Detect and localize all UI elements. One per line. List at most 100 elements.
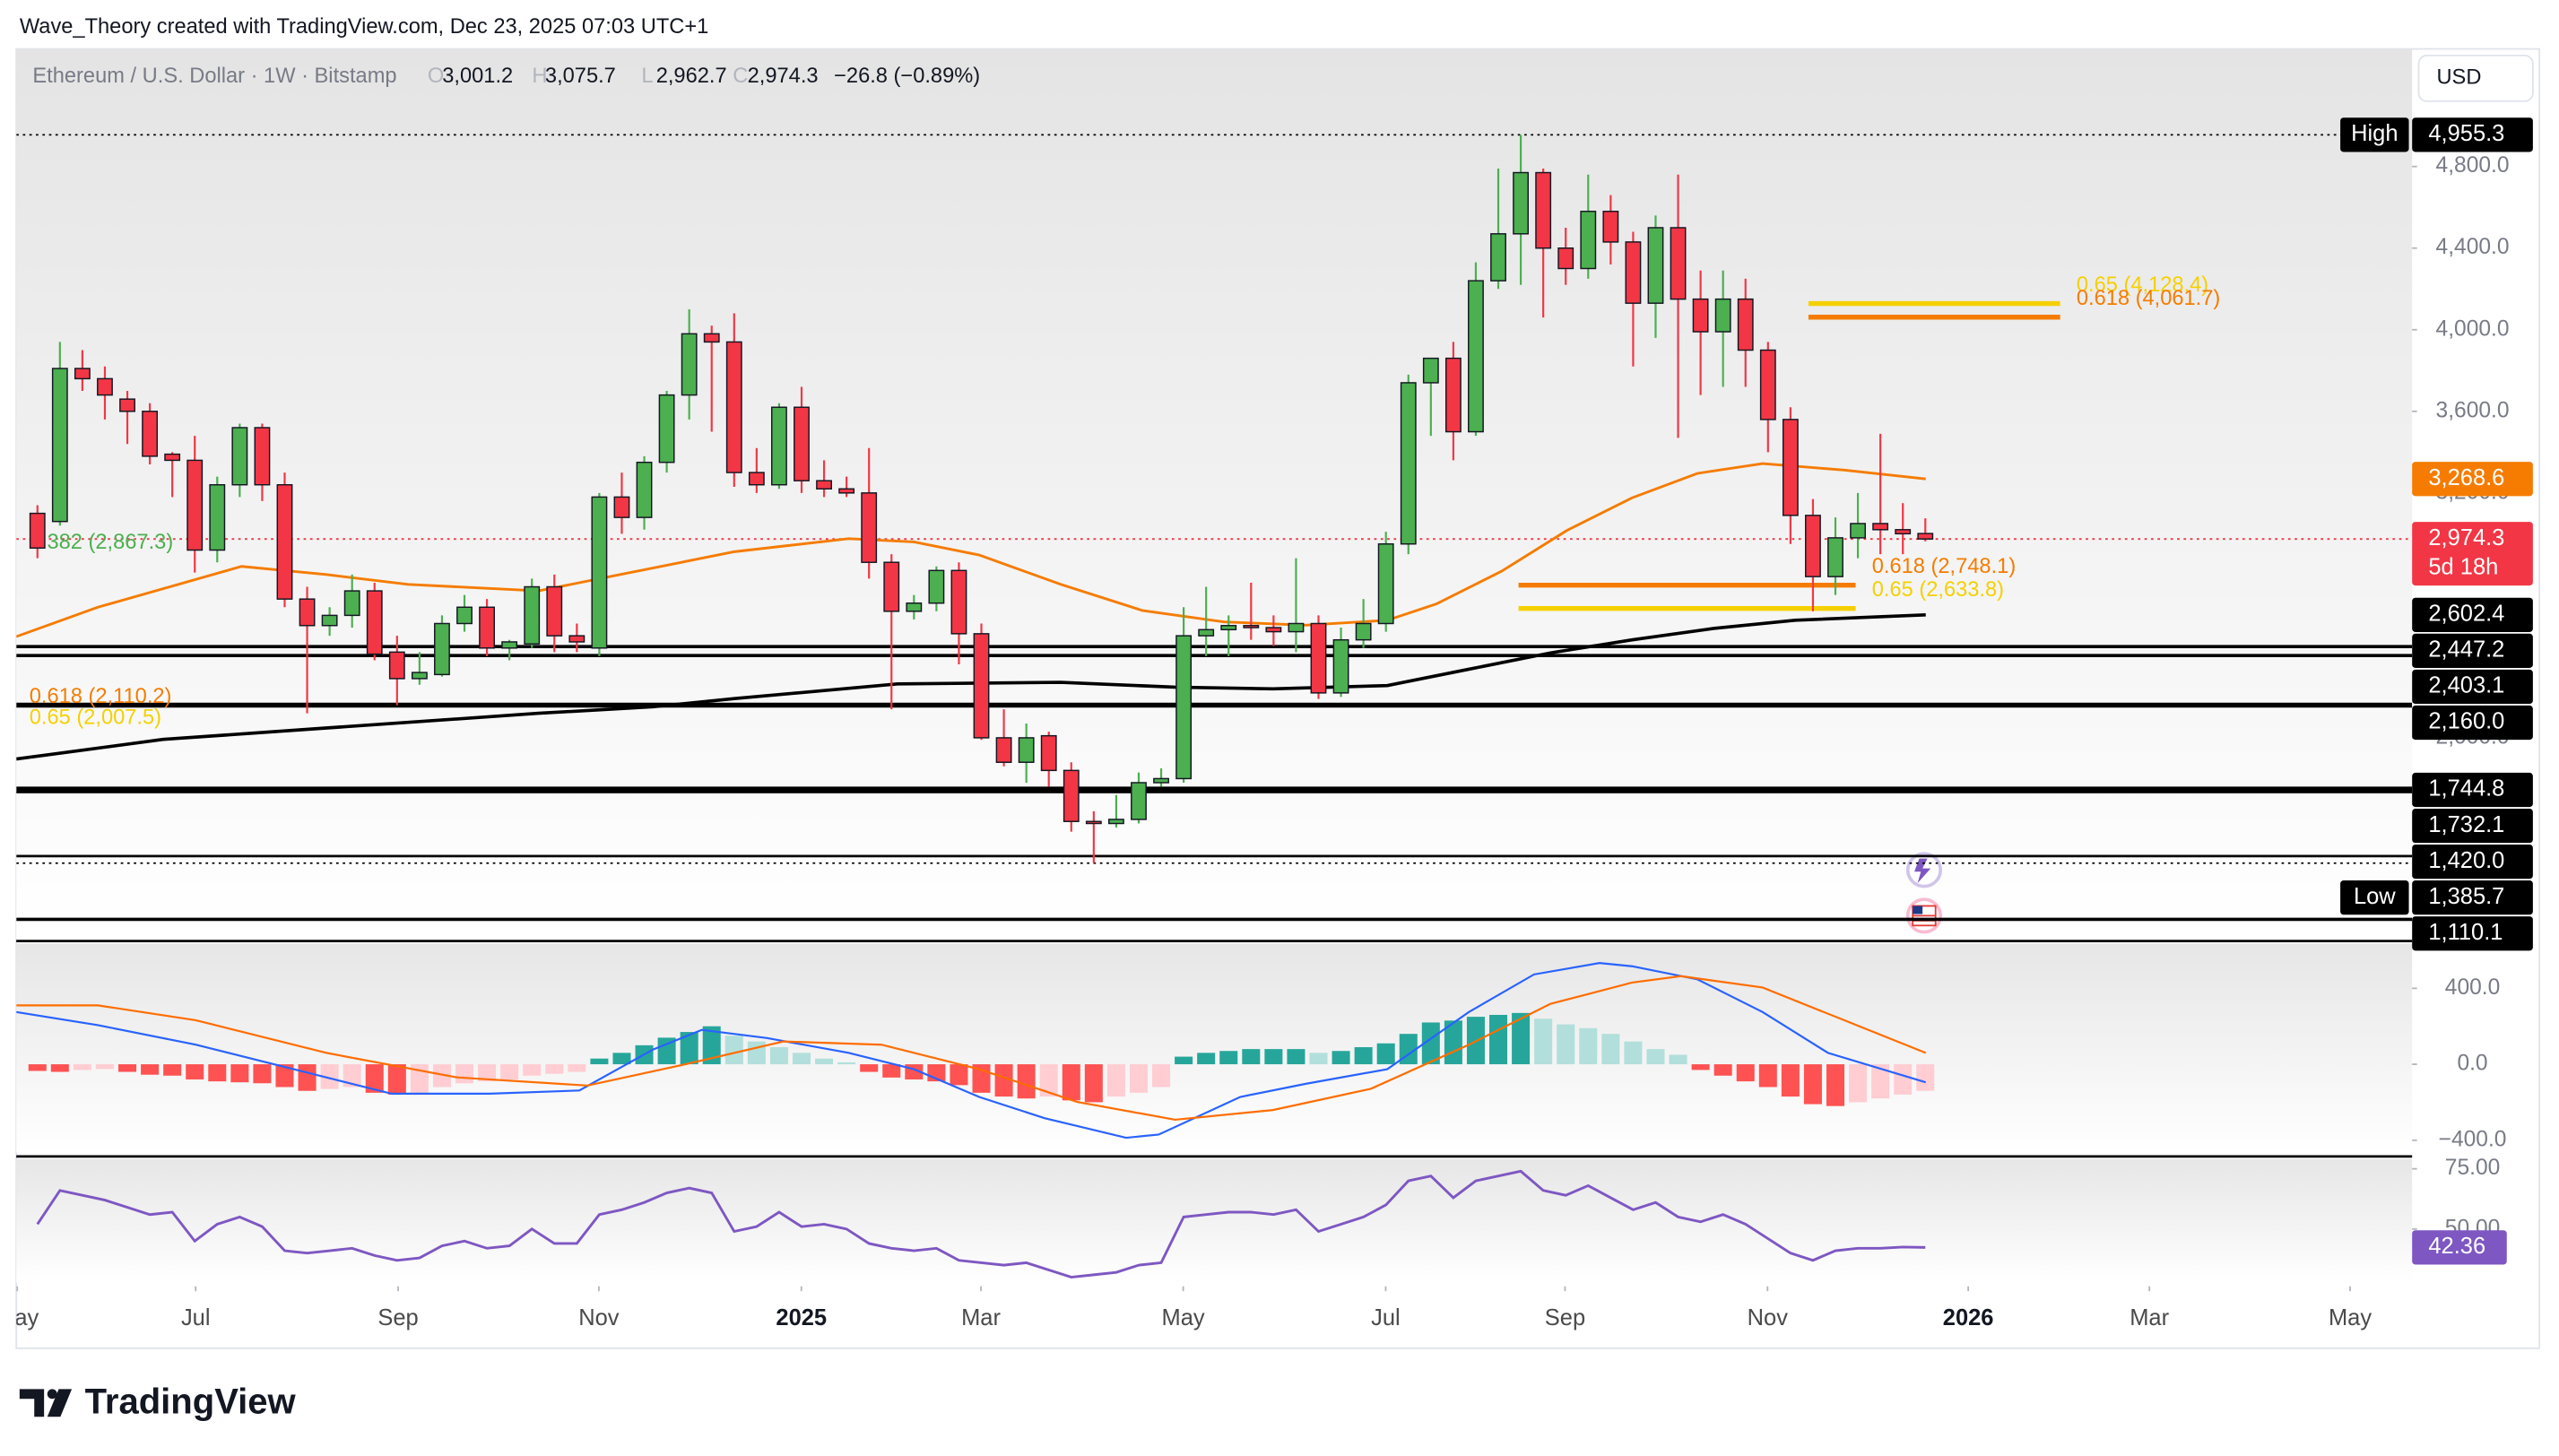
candle-body bbox=[29, 512, 46, 550]
fib-label: 0.65 (2,007.5) bbox=[30, 706, 161, 729]
macd-pane bbox=[16, 962, 1935, 1140]
macd-histogram-bar bbox=[657, 1037, 676, 1065]
price-label-box bbox=[2412, 117, 2533, 152]
macd-histogram-bar bbox=[365, 1064, 384, 1093]
macd-histogram-bar bbox=[275, 1064, 294, 1088]
x-tick-label: May bbox=[1162, 1305, 1205, 1330]
x-tick-label: Nov bbox=[1748, 1305, 1789, 1330]
rsi-value-label: 42.36 bbox=[2428, 1234, 2485, 1259]
macd-histogram-bar bbox=[1421, 1022, 1440, 1065]
candle-body bbox=[546, 585, 563, 637]
price-tag-box bbox=[2340, 117, 2409, 152]
macd-histogram-bar bbox=[1624, 1041, 1643, 1065]
macd-histogram-bar bbox=[1894, 1064, 1913, 1095]
candle-body bbox=[748, 472, 765, 486]
macd-histogram-bar bbox=[612, 1053, 631, 1065]
macd-histogram-bar bbox=[1669, 1054, 1687, 1065]
macd-histogram-bar bbox=[28, 1064, 47, 1071]
candle-body bbox=[366, 590, 383, 655]
candle-body bbox=[1085, 820, 1102, 825]
macd-histogram-bar bbox=[1557, 1024, 1575, 1065]
price-tag: High bbox=[2351, 121, 2398, 146]
candle-body bbox=[1332, 638, 1349, 694]
symbol-description: Ethereum / U.S. Dollar · 1W · Bitstamp bbox=[32, 65, 396, 88]
macd-tick-label: 0.0 bbox=[2457, 1052, 2487, 1076]
macd-histogram-bar bbox=[1691, 1064, 1710, 1070]
candle-body bbox=[1692, 298, 1709, 333]
price-tag: Low bbox=[2354, 884, 2396, 909]
macd-histogram-bar bbox=[455, 1064, 474, 1084]
candle-body bbox=[861, 492, 878, 563]
rsi-tick-label: 75.00 bbox=[2445, 1156, 2500, 1180]
price-label-box bbox=[2412, 808, 2533, 844]
candle-body bbox=[1107, 819, 1124, 825]
macd-histogram-bar bbox=[208, 1064, 227, 1082]
candle-body bbox=[231, 427, 248, 486]
macd-histogram-bar bbox=[1152, 1064, 1171, 1088]
candle-body bbox=[388, 651, 405, 680]
macd-pane-background bbox=[16, 943, 2413, 1153]
event-icon-glyph bbox=[1914, 858, 1931, 883]
ohlc-key: H bbox=[532, 65, 547, 88]
macd-histogram-bar bbox=[163, 1064, 182, 1076]
x-tick-label: Jul bbox=[1371, 1305, 1401, 1330]
macd-histogram-bar bbox=[1916, 1064, 1935, 1091]
time-axis: May Jul Sep Nov 2025 Mar May Jul Sep Nov 2026 Mar Ma… bbox=[16, 1286, 2372, 1330]
candle-body bbox=[276, 483, 293, 600]
x-tick-label: Nov bbox=[578, 1305, 620, 1330]
x-tick-label: Mar bbox=[961, 1305, 1001, 1330]
currency-button-box[interactable] bbox=[2417, 54, 2534, 102]
macd-histogram-bar bbox=[1175, 1056, 1193, 1065]
candle-body bbox=[1759, 349, 1776, 420]
macd-histogram-bar bbox=[702, 1026, 721, 1065]
currency-label[interactable]: USD bbox=[2436, 66, 2481, 90]
y-tick-label: 4,400.0 bbox=[2436, 235, 2510, 259]
macd-histogram-bar bbox=[1039, 1064, 1058, 1097]
price-label: 1,110.1 bbox=[2428, 920, 2503, 945]
candle-body bbox=[1782, 419, 1799, 516]
candle-body bbox=[1805, 515, 1821, 577]
candle-body bbox=[1557, 247, 1574, 270]
candle-body bbox=[299, 598, 316, 627]
macd-histogram-bar bbox=[1736, 1064, 1755, 1082]
macd-histogram-bar bbox=[568, 1064, 586, 1072]
flag-glyph bbox=[1913, 906, 1923, 914]
credit-line: Wave_Theory created with TradingView.com… bbox=[20, 15, 708, 39]
macd-histogram-bar bbox=[230, 1064, 249, 1083]
y-tick-label: 4,800.0 bbox=[2436, 153, 2510, 178]
macd-histogram-bar bbox=[1646, 1049, 1665, 1065]
candle-body bbox=[681, 333, 698, 396]
price-label-box bbox=[2412, 462, 2533, 497]
rsi-value-box bbox=[2412, 1230, 2507, 1265]
macd-histogram-bar bbox=[590, 1058, 609, 1065]
macd-histogram-bar bbox=[1354, 1046, 1373, 1065]
ohlc-key: O bbox=[428, 65, 444, 88]
candle-body bbox=[1647, 227, 1664, 304]
macd-histogram-bar bbox=[478, 1064, 497, 1082]
macd-histogram-bar bbox=[1534, 1018, 1553, 1065]
macd-histogram-bar bbox=[186, 1064, 204, 1080]
candle-body bbox=[1243, 625, 1260, 628]
macd-histogram-bar bbox=[1017, 1064, 1036, 1099]
candle-body bbox=[1400, 382, 1417, 545]
candle-body bbox=[613, 496, 630, 518]
candle-body bbox=[479, 606, 495, 649]
candle-body bbox=[1513, 171, 1530, 235]
candle-body bbox=[1063, 769, 1080, 822]
candle-body bbox=[1310, 622, 1327, 694]
macd-tick-label: −400.0 bbox=[2439, 1127, 2507, 1151]
macd-histogram-bar bbox=[1129, 1064, 1148, 1093]
macd-histogram-bar bbox=[860, 1064, 879, 1072]
candle-body bbox=[1175, 635, 1193, 780]
candle-body bbox=[591, 496, 608, 649]
logo-mark bbox=[47, 1389, 73, 1417]
currency-button[interactable]: USD bbox=[2417, 54, 2534, 102]
candle-body bbox=[1872, 523, 1889, 531]
candle-body bbox=[164, 453, 181, 462]
candle-body bbox=[1714, 298, 1731, 333]
macd-histogram-bar bbox=[724, 1036, 743, 1065]
fib-label: 0.65 (2,633.8) bbox=[1872, 578, 2004, 602]
x-tick-label: Sep bbox=[1545, 1305, 1585, 1330]
